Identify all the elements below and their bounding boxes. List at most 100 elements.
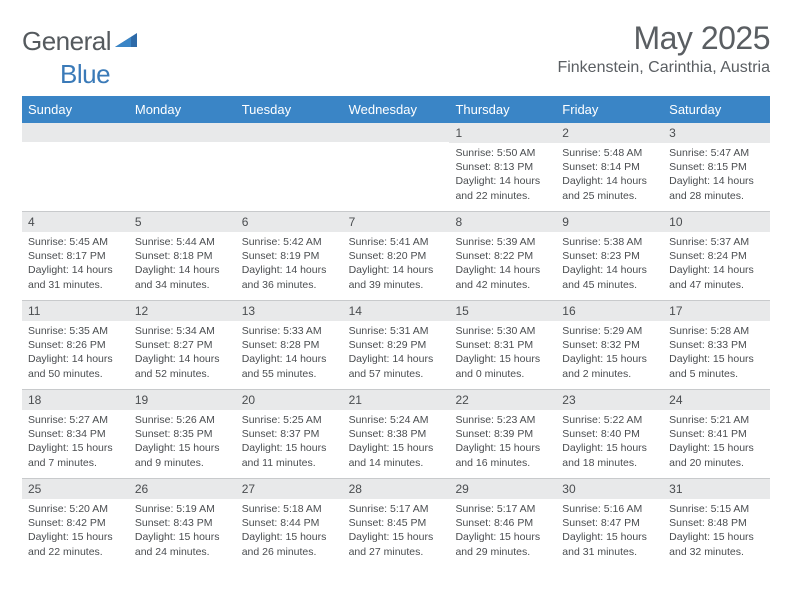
- day-number: 3: [663, 123, 770, 143]
- daylight-text-2: and 55 minutes.: [242, 367, 337, 381]
- day-number: 31: [663, 479, 770, 499]
- day-number: [129, 123, 236, 142]
- day-details: Sunrise: 5:41 AMSunset: 8:20 PMDaylight:…: [343, 232, 450, 294]
- sunset-text: Sunset: 8:13 PM: [455, 160, 550, 174]
- title-block: May 2025 Finkenstein, Carinthia, Austria: [557, 20, 770, 77]
- sunrise-text: Sunrise: 5:42 AM: [242, 235, 337, 249]
- day-number: 17: [663, 301, 770, 321]
- day-details: Sunrise: 5:18 AMSunset: 8:44 PMDaylight:…: [236, 499, 343, 561]
- sunset-text: Sunset: 8:29 PM: [349, 338, 444, 352]
- day-details: Sunrise: 5:20 AMSunset: 8:42 PMDaylight:…: [22, 499, 129, 561]
- sunset-text: Sunset: 8:46 PM: [455, 516, 550, 530]
- daylight-text-1: Daylight: 14 hours: [455, 263, 550, 277]
- day-number: 12: [129, 301, 236, 321]
- daylight-text-2: and 0 minutes.: [455, 367, 550, 381]
- sunrise-text: Sunrise: 5:17 AM: [455, 502, 550, 516]
- day-cell: 25Sunrise: 5:20 AMSunset: 8:42 PMDayligh…: [22, 479, 129, 567]
- daylight-text-2: and 36 minutes.: [242, 278, 337, 292]
- daylight-text-1: Daylight: 15 hours: [349, 441, 444, 455]
- weekday-monday: Monday: [129, 96, 236, 123]
- day-cell: 21Sunrise: 5:24 AMSunset: 8:38 PMDayligh…: [343, 390, 450, 478]
- day-number: 9: [556, 212, 663, 232]
- sunrise-text: Sunrise: 5:22 AM: [562, 413, 657, 427]
- weekday-thursday: Thursday: [449, 96, 556, 123]
- day-cell: 4Sunrise: 5:45 AMSunset: 8:17 PMDaylight…: [22, 212, 129, 300]
- day-cell: [129, 123, 236, 211]
- sunrise-text: Sunrise: 5:28 AM: [669, 324, 764, 338]
- sunset-text: Sunset: 8:42 PM: [28, 516, 123, 530]
- daylight-text-1: Daylight: 14 hours: [669, 263, 764, 277]
- day-details: Sunrise: 5:47 AMSunset: 8:15 PMDaylight:…: [663, 143, 770, 205]
- daylight-text-1: Daylight: 14 hours: [242, 352, 337, 366]
- daylight-text-1: Daylight: 14 hours: [135, 352, 230, 366]
- day-details: Sunrise: 5:50 AMSunset: 8:13 PMDaylight:…: [449, 143, 556, 205]
- day-number: 20: [236, 390, 343, 410]
- day-cell: 23Sunrise: 5:22 AMSunset: 8:40 PMDayligh…: [556, 390, 663, 478]
- sunrise-text: Sunrise: 5:19 AM: [135, 502, 230, 516]
- sunrise-text: Sunrise: 5:50 AM: [455, 146, 550, 160]
- daylight-text-2: and 29 minutes.: [455, 545, 550, 559]
- sunset-text: Sunset: 8:47 PM: [562, 516, 657, 530]
- day-cell: 2Sunrise: 5:48 AMSunset: 8:14 PMDaylight…: [556, 123, 663, 211]
- day-number: 24: [663, 390, 770, 410]
- daylight-text-2: and 45 minutes.: [562, 278, 657, 292]
- day-details: Sunrise: 5:15 AMSunset: 8:48 PMDaylight:…: [663, 499, 770, 561]
- month-title: May 2025: [557, 20, 770, 57]
- daylight-text-1: Daylight: 14 hours: [242, 263, 337, 277]
- sunset-text: Sunset: 8:33 PM: [669, 338, 764, 352]
- day-cell: 31Sunrise: 5:15 AMSunset: 8:48 PMDayligh…: [663, 479, 770, 567]
- weekday-friday: Friday: [556, 96, 663, 123]
- day-cell: 18Sunrise: 5:27 AMSunset: 8:34 PMDayligh…: [22, 390, 129, 478]
- sunrise-text: Sunrise: 5:24 AM: [349, 413, 444, 427]
- daylight-text-1: Daylight: 14 hours: [562, 263, 657, 277]
- day-number: 8: [449, 212, 556, 232]
- daylight-text-1: Daylight: 14 hours: [135, 263, 230, 277]
- day-number: 4: [22, 212, 129, 232]
- day-details: Sunrise: 5:17 AMSunset: 8:46 PMDaylight:…: [449, 499, 556, 561]
- location: Finkenstein, Carinthia, Austria: [557, 59, 770, 77]
- week-row: 4Sunrise: 5:45 AMSunset: 8:17 PMDaylight…: [22, 211, 770, 300]
- day-cell: 16Sunrise: 5:29 AMSunset: 8:32 PMDayligh…: [556, 301, 663, 389]
- daylight-text-2: and 5 minutes.: [669, 367, 764, 381]
- day-details: Sunrise: 5:42 AMSunset: 8:19 PMDaylight:…: [236, 232, 343, 294]
- day-cell: 17Sunrise: 5:28 AMSunset: 8:33 PMDayligh…: [663, 301, 770, 389]
- week-row: 18Sunrise: 5:27 AMSunset: 8:34 PMDayligh…: [22, 389, 770, 478]
- daylight-text-2: and 22 minutes.: [28, 545, 123, 559]
- sunrise-text: Sunrise: 5:37 AM: [669, 235, 764, 249]
- day-details: Sunrise: 5:37 AMSunset: 8:24 PMDaylight:…: [663, 232, 770, 294]
- daylight-text-2: and 7 minutes.: [28, 456, 123, 470]
- day-cell: 1Sunrise: 5:50 AMSunset: 8:13 PMDaylight…: [449, 123, 556, 211]
- daylight-text-1: Daylight: 14 hours: [669, 174, 764, 188]
- day-details: Sunrise: 5:17 AMSunset: 8:45 PMDaylight:…: [343, 499, 450, 561]
- logo-text-general: General: [22, 26, 111, 57]
- calendar-grid: 1Sunrise: 5:50 AMSunset: 8:13 PMDaylight…: [22, 123, 770, 567]
- day-number: 2: [556, 123, 663, 143]
- day-details: Sunrise: 5:16 AMSunset: 8:47 PMDaylight:…: [556, 499, 663, 561]
- day-details: Sunrise: 5:19 AMSunset: 8:43 PMDaylight:…: [129, 499, 236, 561]
- sunrise-text: Sunrise: 5:33 AM: [242, 324, 337, 338]
- daylight-text-1: Daylight: 14 hours: [28, 263, 123, 277]
- day-number: [343, 123, 450, 142]
- day-details: Sunrise: 5:30 AMSunset: 8:31 PMDaylight:…: [449, 321, 556, 383]
- sunrise-text: Sunrise: 5:34 AM: [135, 324, 230, 338]
- daylight-text-1: Daylight: 14 hours: [28, 352, 123, 366]
- calendar-page: General May 2025 Finkenstein, Carinthia,…: [0, 0, 792, 587]
- calendar: Sunday Monday Tuesday Wednesday Thursday…: [22, 96, 770, 567]
- daylight-text-2: and 14 minutes.: [349, 456, 444, 470]
- sunset-text: Sunset: 8:18 PM: [135, 249, 230, 263]
- sunset-text: Sunset: 8:32 PM: [562, 338, 657, 352]
- daylight-text-1: Daylight: 14 hours: [562, 174, 657, 188]
- day-details: Sunrise: 5:25 AMSunset: 8:37 PMDaylight:…: [236, 410, 343, 472]
- weekday-wednesday: Wednesday: [343, 96, 450, 123]
- daylight-text-2: and 16 minutes.: [455, 456, 550, 470]
- day-details: Sunrise: 5:26 AMSunset: 8:35 PMDaylight:…: [129, 410, 236, 472]
- sunset-text: Sunset: 8:41 PM: [669, 427, 764, 441]
- day-number: 10: [663, 212, 770, 232]
- sunset-text: Sunset: 8:28 PM: [242, 338, 337, 352]
- sunrise-text: Sunrise: 5:39 AM: [455, 235, 550, 249]
- day-details: Sunrise: 5:38 AMSunset: 8:23 PMDaylight:…: [556, 232, 663, 294]
- day-details: Sunrise: 5:45 AMSunset: 8:17 PMDaylight:…: [22, 232, 129, 294]
- daylight-text-2: and 47 minutes.: [669, 278, 764, 292]
- day-cell: 7Sunrise: 5:41 AMSunset: 8:20 PMDaylight…: [343, 212, 450, 300]
- daylight-text-2: and 27 minutes.: [349, 545, 444, 559]
